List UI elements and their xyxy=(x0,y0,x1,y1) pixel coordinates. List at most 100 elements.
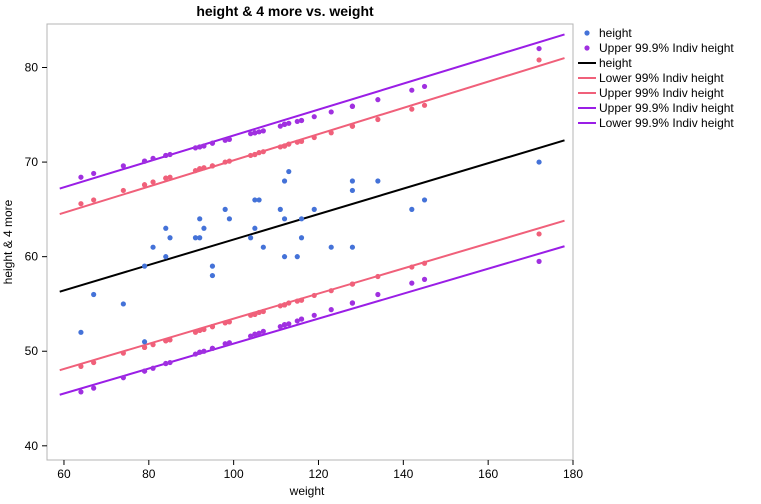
x-axis-label: weight xyxy=(289,484,325,498)
point-lower-99-9-points xyxy=(163,360,169,367)
point-height xyxy=(150,244,156,250)
point-lower-99-9-points xyxy=(421,276,428,282)
point-lower-99-9-points xyxy=(294,318,300,324)
point-upper-99-9-points xyxy=(163,152,169,159)
point-upper-99-points xyxy=(78,201,84,207)
point-lower-99-points xyxy=(252,311,258,317)
point-upper-99-points xyxy=(226,158,233,164)
point-lower-99-9-points xyxy=(120,375,126,381)
point-height xyxy=(421,197,428,203)
point-upper-99-points xyxy=(167,174,173,180)
x-tick-label: 160 xyxy=(478,467,498,481)
point-upper-99-points xyxy=(281,143,288,149)
point-height xyxy=(260,244,266,250)
point-lower-99-points xyxy=(248,312,254,318)
point-height xyxy=(141,339,148,345)
legend-item: Upper 99.9% Indiv height xyxy=(584,41,734,55)
point-height xyxy=(192,235,199,241)
legend-item: Upper 99.9% Indiv height xyxy=(578,101,734,115)
point-height xyxy=(375,178,381,184)
point-upper-99-9-points xyxy=(141,158,148,164)
point-upper-99-9-points xyxy=(222,137,228,143)
point-lower-99-points xyxy=(120,350,126,356)
point-upper-99-points xyxy=(252,151,258,158)
point-upper-99-9-points xyxy=(78,174,84,180)
point-upper-99-9-points xyxy=(421,83,428,90)
point-upper-99-9-points xyxy=(192,145,199,151)
point-height xyxy=(78,329,84,335)
point-height xyxy=(294,254,300,260)
point-height xyxy=(197,216,203,222)
point-lower-99-points xyxy=(328,288,334,294)
point-upper-99-9-points xyxy=(281,121,288,127)
legend-label: Lower 99.9% Indiv height xyxy=(599,116,734,130)
legend-item: Lower 99.9% Indiv height xyxy=(578,116,734,130)
point-upper-99-9-points xyxy=(536,45,542,52)
x-tick-label: 80 xyxy=(142,467,156,481)
point-height xyxy=(163,254,169,260)
point-upper-99-points xyxy=(248,152,254,159)
point-lower-99-points xyxy=(192,329,199,335)
point-lower-99-9-points xyxy=(349,300,356,306)
point-lower-99-9-points xyxy=(141,368,148,374)
legend-label: height xyxy=(599,26,632,40)
point-height xyxy=(298,235,305,241)
point-lower-99-points xyxy=(281,302,288,308)
x-tick-label: 180 xyxy=(563,467,583,481)
y-tick-label: 40 xyxy=(25,439,39,453)
point-upper-99-9-points xyxy=(226,136,233,142)
point-upper-99-points xyxy=(349,123,356,129)
point-upper-99-9-points xyxy=(277,123,283,129)
point-height xyxy=(163,225,169,231)
point-height xyxy=(252,197,258,203)
point-lower-99-9-points xyxy=(298,316,305,322)
legend-label: height xyxy=(599,56,632,70)
point-upper-99-9-points xyxy=(252,130,258,136)
legend-label: Upper 99.9% Indiv height xyxy=(599,101,734,115)
point-lower-99-points xyxy=(150,342,156,348)
chart-title: height & 4 more vs. weight xyxy=(196,3,374,19)
point-height xyxy=(209,263,216,269)
point-lower-99-9-points xyxy=(375,291,381,298)
point-upper-99-points xyxy=(209,163,216,169)
legend-item: Upper 99% Indiv height xyxy=(578,86,724,100)
legend-label: Upper 99% Indiv height xyxy=(599,86,724,100)
point-upper-99-9-points xyxy=(248,131,254,137)
point-lower-99-9-points xyxy=(311,312,317,318)
point-lower-99-9-points xyxy=(328,307,334,313)
point-lower-99-points xyxy=(298,297,305,303)
plot-frame xyxy=(46,23,574,461)
x-tick-label: 140 xyxy=(393,467,413,481)
point-upper-99-9-points xyxy=(260,128,266,134)
x-axis: 60 80 100 120 140 160 180 xyxy=(57,460,583,481)
point-lower-99-points xyxy=(78,363,84,369)
point-upper-99-points xyxy=(256,150,262,156)
legend-label: Lower 99% Indiv height xyxy=(599,71,724,85)
point-lower-99-9-points xyxy=(260,328,266,334)
point-upper-99-points xyxy=(375,116,381,123)
point-upper-99-points xyxy=(277,144,283,150)
point-upper-99-points xyxy=(91,197,97,203)
point-height xyxy=(286,168,292,175)
point-lower-99-9-points xyxy=(286,321,292,327)
point-lower-99-points xyxy=(91,359,97,366)
point-lower-99-points xyxy=(349,281,356,287)
point-upper-99-9-points xyxy=(150,155,156,161)
y-tick-label: 50 xyxy=(25,344,39,358)
point-height xyxy=(311,206,317,212)
point-height xyxy=(328,244,334,250)
legend-item: height xyxy=(578,56,632,70)
point-upper-99-points xyxy=(298,138,305,144)
point-lower-99-9-points xyxy=(78,389,84,395)
point-upper-99-9-points xyxy=(311,114,317,120)
point-height xyxy=(298,216,305,222)
point-height xyxy=(91,291,97,298)
point-lower-99-points xyxy=(311,292,317,299)
point-lower-99-9-points xyxy=(167,359,173,366)
point-height xyxy=(281,178,288,184)
point-lower-99-9-points xyxy=(91,385,97,391)
point-upper-99-9-points xyxy=(298,117,305,124)
point-height xyxy=(201,225,207,231)
point-lower-99-points xyxy=(209,324,216,330)
